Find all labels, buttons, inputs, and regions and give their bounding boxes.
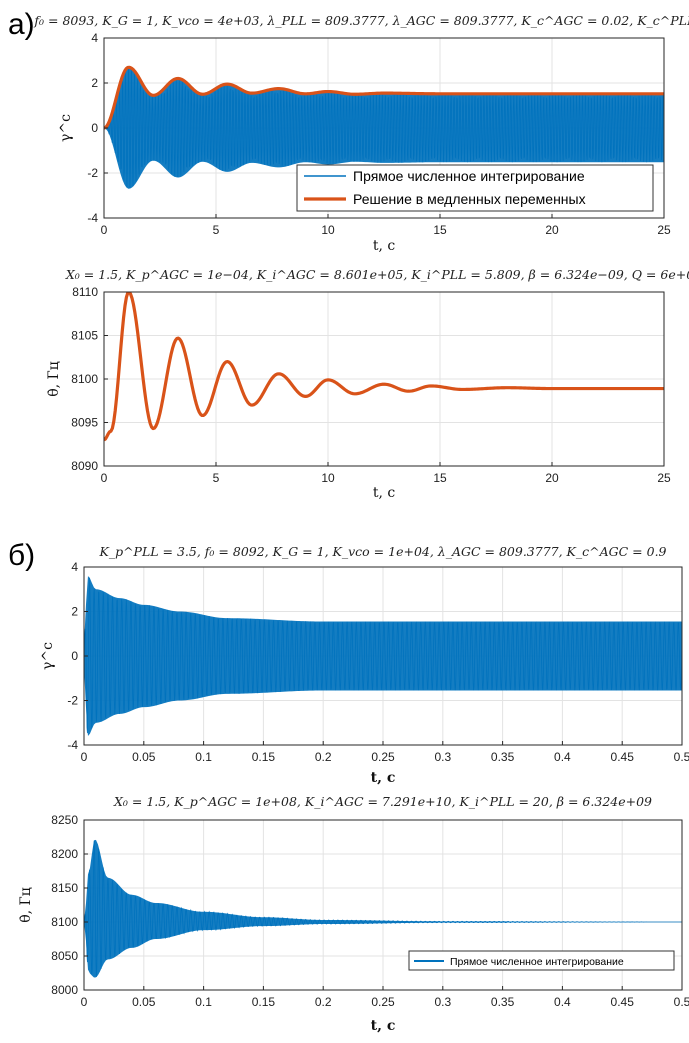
x-axis-label: t, c: [373, 238, 396, 254]
y-tick-label: 8150: [51, 881, 78, 895]
y-tick-label: 2: [71, 605, 78, 619]
chart-1: 0 5 10 15 20 25 -4 -2 0 2 4 f₀ = 8093, K_G = 1, K_v…: [33, 13, 689, 254]
y-tick-label: 8250: [51, 813, 78, 827]
x-tick-label: 0.3: [434, 750, 451, 764]
x-tick-label: 0: [81, 750, 88, 764]
x-tick-label: 0.05: [132, 995, 156, 1009]
legend-box: [296, 164, 654, 212]
x-tick-label: 25: [657, 471, 671, 485]
chart-title: X₀ = 1.5, K_p^AGC = 1e−04, K_i^AGC = 8.6…: [65, 267, 689, 282]
y-tick-label: 0: [91, 121, 98, 135]
x-tick-label: 5: [213, 223, 220, 237]
x-tick-label: 20: [545, 471, 559, 485]
x-axis-label: t, c: [373, 485, 396, 501]
y-tick-label: 8100: [51, 915, 78, 929]
y-axis-label: γ^c: [40, 642, 56, 670]
panel-label-b: б): [8, 539, 35, 572]
x-tick-label: 5: [213, 471, 220, 485]
legend-entry-1: Прямое численное интегрирование: [353, 168, 585, 184]
chart-3: 0 0.05 0.1 0.15 0.2 0.25 0.3 0.35 0.4 0.45 0.5 -4 -2…: [40, 544, 689, 786]
x-tick-label: 0.1: [195, 995, 212, 1009]
panel-label-a: а): [8, 8, 35, 41]
y-tick-label: 8050: [51, 949, 78, 963]
y-tick-label: -4: [67, 738, 78, 752]
y-tick-label: -4: [87, 211, 98, 225]
y-tick-label: 0: [71, 649, 78, 663]
x-tick-label: 15: [433, 471, 447, 485]
chart-4: 0 0.05 0.1 0.15 0.2 0.25 0.3 0.35 0.4 0.45 0.5 8000…: [18, 794, 689, 1034]
x-tick-label: 20: [545, 223, 559, 237]
x-tick-label: 0: [81, 995, 88, 1009]
x-tick-label: 0: [101, 223, 108, 237]
legend-entry-2: Решение в медленных переменных: [353, 191, 586, 207]
y-axis-label: θ̇, Гц: [18, 887, 34, 923]
x-axis-label: t, c: [371, 1018, 396, 1034]
y-tick-label: 4: [91, 31, 98, 45]
x-tick-label: 10: [321, 471, 335, 485]
x-tick-label: 0.3: [434, 995, 451, 1009]
series-line-blue: [104, 67, 664, 189]
x-tick-label: 0.15: [252, 995, 276, 1009]
series-line-blue: [84, 577, 682, 734]
legend: Прямое численное интегрирование: [408, 950, 675, 971]
series-line-blue: [84, 840, 682, 977]
y-tick-label: 8100: [71, 372, 98, 386]
y-tick-label: 8000: [51, 983, 78, 997]
y-tick-label: -2: [67, 694, 78, 708]
y-axis-label: θ̇, Гц: [46, 361, 62, 397]
x-tick-label: 0.5: [674, 750, 689, 764]
x-tick-label: 0.2: [315, 995, 332, 1009]
x-tick-label: 0.45: [611, 995, 635, 1009]
series-group: [84, 839, 682, 978]
x-tick-label: 0: [101, 471, 108, 485]
x-tick-label: 0.4: [554, 750, 571, 764]
chart-title: X₀ = 1.5, K_p^AGC = 1e+08, K_i^AGC = 7.2…: [113, 794, 652, 809]
y-tick-label: -2: [87, 166, 98, 180]
chart-title: f₀ = 8093, K_G = 1, K_vco = 4e+03, λ_PLL…: [33, 13, 689, 28]
x-tick-label: 10: [321, 223, 335, 237]
x-tick-label: 0.35: [491, 750, 515, 764]
x-tick-label: 0.35: [491, 995, 515, 1009]
x-tick-label: 0.45: [611, 750, 635, 764]
y-tick-label: 8095: [71, 416, 98, 430]
legend-box: [408, 950, 675, 971]
y-tick-label: 8105: [71, 329, 98, 343]
x-tick-label: 0.25: [371, 995, 395, 1009]
series-line-red: [104, 292, 664, 442]
legend: Прямое численное интегрирование Решение в…: [296, 164, 654, 212]
y-tick-label: 8200: [51, 847, 78, 861]
series-group: [84, 575, 682, 737]
x-tick-label: 0.15: [252, 750, 276, 764]
x-axis-label: t, c: [371, 770, 396, 786]
y-tick-label: 8110: [72, 285, 98, 299]
x-tick-label: 0.1: [195, 750, 212, 764]
y-tick-label: 8090: [71, 459, 98, 473]
x-tick-label: 0.4: [554, 995, 571, 1009]
series-line-red: [104, 65, 664, 130]
chart-2: 0 5 10 15 20 25 8090 8095 8100 8105 8110 X₀ = 1.5, …: [46, 267, 689, 501]
x-tick-label: 0.2: [315, 750, 332, 764]
chart-title: K_p^PLL = 3.5, f₀ = 8092, K_G = 1, K_vco…: [98, 544, 666, 559]
x-tick-label: 0.5: [674, 995, 689, 1009]
y-tick-label: 2: [91, 76, 98, 90]
series-group: [104, 65, 664, 189]
y-axis-label: γ^c: [58, 114, 74, 142]
x-tick-label: 25: [657, 223, 671, 237]
x-tick-label: 0.05: [132, 750, 156, 764]
series-group: [104, 292, 664, 442]
x-tick-label: 15: [433, 223, 447, 237]
legend-entry-1: Прямое численное интегрирование: [450, 956, 624, 968]
y-tick-label: 4: [71, 560, 78, 574]
x-tick-label: 0.25: [371, 750, 395, 764]
